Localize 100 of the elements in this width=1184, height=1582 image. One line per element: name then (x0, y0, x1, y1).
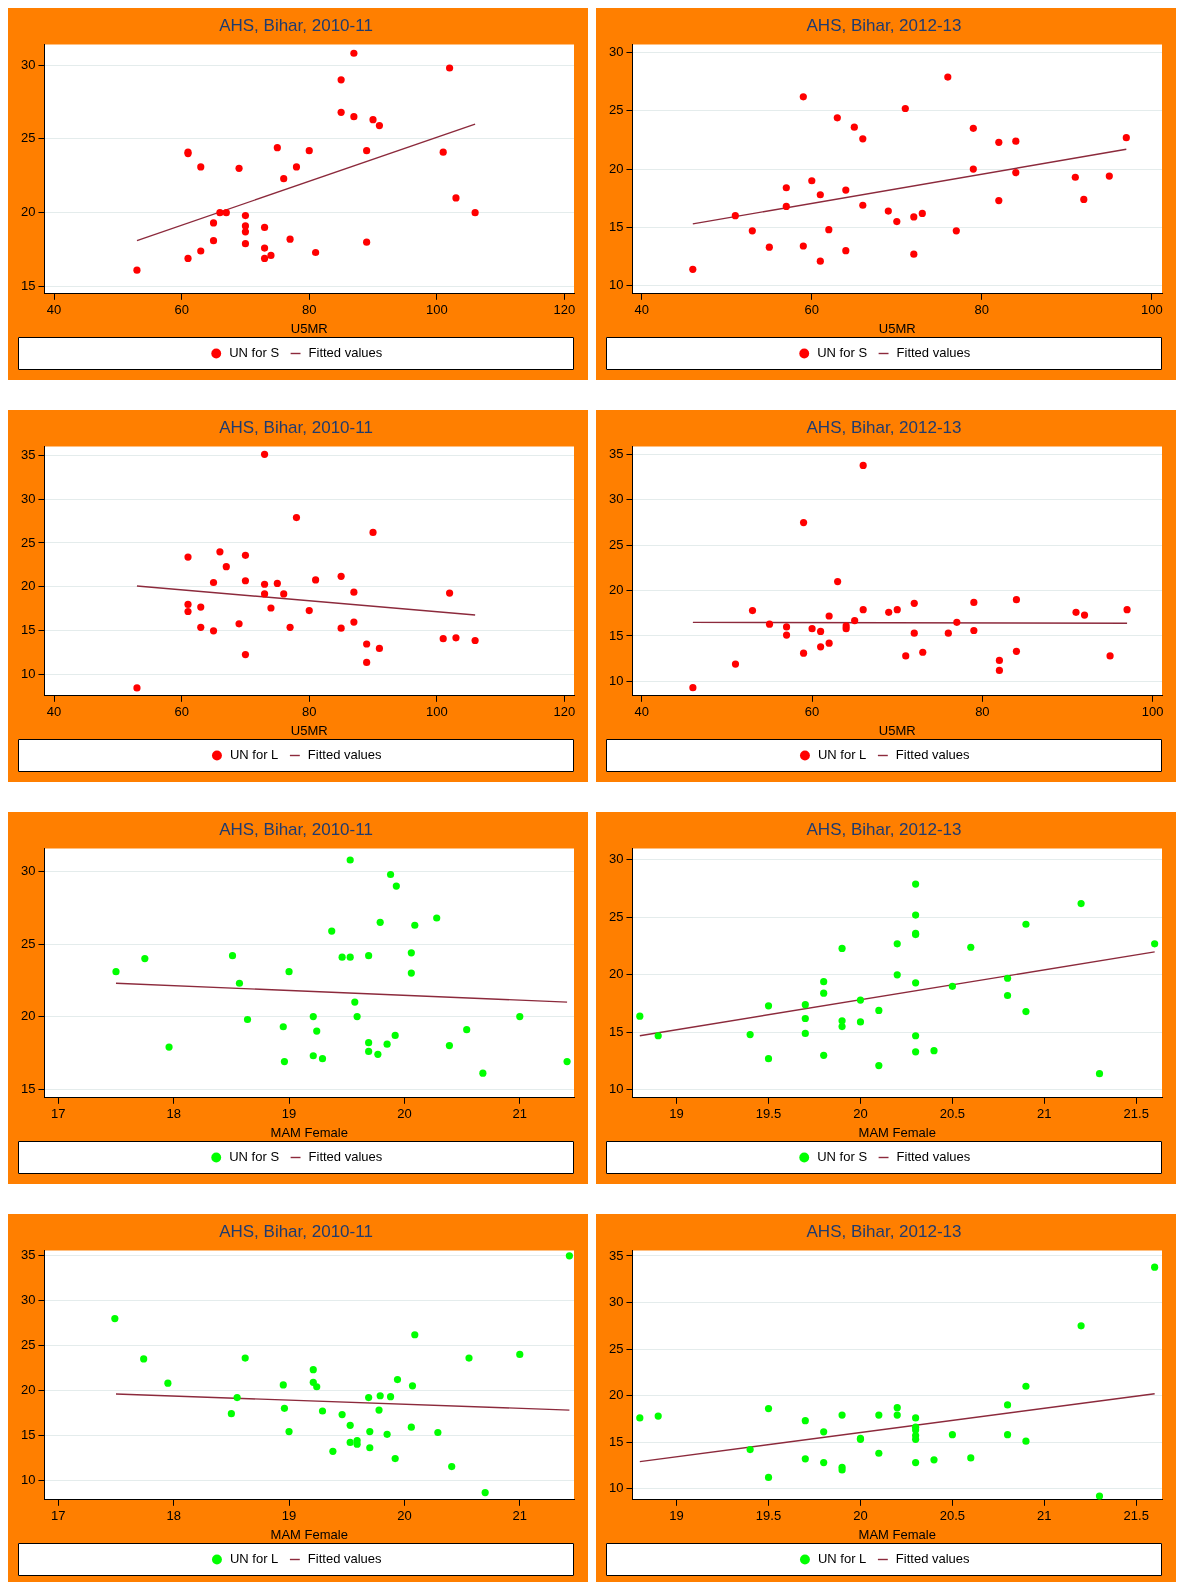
x-tick-label: 19.5 (755, 1508, 782, 1524)
x-tick-label: 19 (669, 1508, 684, 1524)
legend-label: Fitted values (896, 1149, 971, 1165)
legend-label: UN for S (817, 1149, 868, 1165)
x-tick-label: 19 (669, 1106, 684, 1122)
x-axis-title: MAM Female (858, 1526, 936, 1542)
x-tick-label: 21.5 (1123, 1106, 1149, 1122)
legend-label: Fitted values (308, 1149, 383, 1165)
x-tick-label: 18 (166, 1508, 181, 1524)
x-tick-label: 120 (553, 302, 576, 318)
x-tick-label: 20 (397, 1106, 412, 1122)
legend-label: Fitted values (307, 747, 383, 763)
y-tick-label: 20 (20, 204, 36, 220)
x-tick-label: 21 (1037, 1508, 1052, 1524)
chart-title: AHS, Bihar, 2012-13 (806, 417, 962, 437)
y-tick-label: 10 (608, 1081, 624, 1097)
chart-title: AHS, Bihar, 2012-13 (806, 1221, 962, 1241)
y-tick-label: 30 (608, 491, 624, 507)
x-tick-label: 60 (174, 302, 189, 318)
y-tick-label: 25 (608, 1340, 624, 1356)
x-axis-title: U5MR (878, 320, 916, 336)
y-tick-label: 20 (608, 160, 624, 176)
y-tick-label: 15 (608, 218, 624, 234)
y-tick-label: 15 (20, 1426, 36, 1442)
y-tick-label: 15 (20, 622, 36, 638)
x-tick-label: 60 (804, 704, 820, 720)
y-tick-label: 15 (608, 1023, 624, 1039)
y-tick-label: 15 (20, 278, 36, 293)
y-tick-label: 10 (20, 1471, 36, 1487)
x-tick-label: 120 (553, 704, 576, 720)
x-tick-label: 60 (174, 704, 189, 720)
legend-label: UN for L (229, 1551, 279, 1567)
x-tick-label: 19 (281, 1106, 297, 1122)
y-tick-label: 30 (20, 1292, 36, 1308)
chart-title: AHS, Bihar, 2010-11 (219, 1221, 373, 1241)
legend-label: UN for S (229, 345, 280, 361)
x-tick-label: 20.5 (939, 1508, 966, 1524)
y-tick-label: 25 (20, 534, 36, 550)
x-tick-label: 80 (302, 302, 317, 318)
x-tick-label: 21.5 (1123, 1508, 1149, 1524)
x-tick-label: 20 (853, 1508, 868, 1524)
y-tick-label: 35 (608, 1247, 624, 1263)
x-tick-label: 100 (425, 704, 448, 720)
x-tick-label: 80 (975, 704, 990, 720)
x-tick-label: 20 (853, 1106, 868, 1122)
y-tick-label: 35 (20, 1247, 36, 1263)
x-axis-title: U5MR (290, 320, 328, 336)
legend-label: Fitted values (307, 1551, 383, 1567)
y-tick-label: 20 (20, 1008, 36, 1024)
chart-title: AHS, Bihar, 2012-13 (806, 15, 962, 35)
x-tick-label: 17 (51, 1106, 66, 1122)
x-tick-label: 80 (974, 302, 990, 318)
x-axis-title: MAM Female (270, 1526, 348, 1542)
y-tick-label: 25 (608, 536, 624, 552)
x-axis-title: MAM Female (858, 1124, 936, 1140)
y-tick-label: 25 (20, 935, 36, 951)
x-tick-label: 17 (51, 1508, 66, 1524)
x-tick-label: 20.5 (939, 1106, 966, 1122)
y-tick-label: 20 (608, 1387, 624, 1403)
chart-title: AHS, Bihar, 2010-11 (219, 417, 373, 437)
chart-title: AHS, Bihar, 2010-11 (219, 15, 373, 35)
y-tick-label: 10 (608, 277, 624, 293)
x-tick-label: 40 (634, 704, 650, 720)
y-tick-label: 30 (608, 1294, 624, 1310)
x-tick-label: 40 (46, 302, 62, 318)
legend-label: UN for L (817, 747, 867, 763)
x-tick-label: 100 (425, 302, 448, 318)
legend-label: UN for L (817, 1551, 867, 1567)
x-tick-label: 100 (1141, 704, 1164, 720)
y-tick-label: 20 (608, 966, 624, 982)
y-tick-label: 30 (20, 490, 36, 506)
x-tick-label: 60 (804, 302, 820, 318)
legend-label: Fitted values (896, 345, 971, 361)
x-tick-label: 21 (512, 1508, 528, 1524)
x-tick-label: 40 (46, 704, 62, 720)
y-tick-label: 25 (20, 1337, 36, 1353)
y-tick-label: 10 (608, 1480, 624, 1496)
legend-label: UN for L (229, 747, 279, 763)
y-tick-label: 35 (608, 446, 624, 462)
chart-title: AHS, Bihar, 2012-13 (806, 819, 962, 839)
y-tick-label: 35 (20, 446, 36, 462)
y-tick-label: 25 (608, 102, 624, 118)
x-tick-label: 18 (166, 1106, 181, 1122)
y-tick-label: 20 (20, 1381, 36, 1397)
y-tick-label: 30 (608, 851, 624, 867)
x-axis-title: U5MR (878, 722, 916, 738)
chart-title: AHS, Bihar, 2010-11 (219, 819, 373, 839)
y-tick-label: 30 (20, 56, 36, 72)
x-tick-label: 20 (397, 1508, 412, 1524)
y-tick-label: 10 (608, 672, 624, 688)
x-tick-label: 19 (281, 1508, 297, 1524)
y-tick-label: 15 (608, 1433, 624, 1449)
y-tick-label: 20 (608, 582, 624, 598)
legend-label: UN for S (817, 345, 868, 361)
x-tick-label: 40 (634, 302, 650, 318)
x-tick-label: 21 (1037, 1106, 1052, 1122)
legend-label: Fitted values (308, 345, 383, 361)
x-tick-label: 19.5 (755, 1106, 782, 1122)
y-tick-label: 15 (608, 627, 624, 643)
x-tick-label: 100 (1140, 302, 1163, 318)
